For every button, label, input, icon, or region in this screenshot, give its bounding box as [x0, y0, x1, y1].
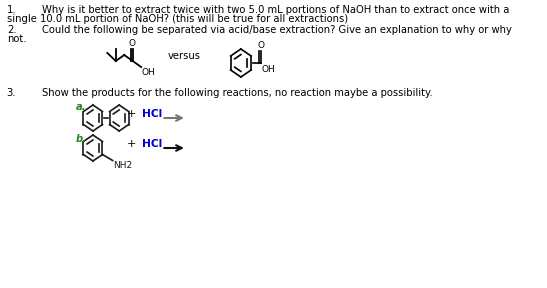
Text: Show the products for the following reactions, no reaction maybe a possibility.: Show the products for the following reac… [42, 88, 433, 98]
Text: Could the following be separated via acid/base extraction? Give an explanation t: Could the following be separated via aci… [42, 25, 512, 35]
Text: Why is it better to extract twice with two 5.0 mL portions of NaOH than to extra: Why is it better to extract twice with t… [42, 5, 510, 15]
Text: single 10.0 mL portion of NaOH? (this will be true for all extractions): single 10.0 mL portion of NaOH? (this wi… [7, 14, 348, 24]
Text: OH: OH [142, 68, 156, 77]
Text: OH: OH [262, 65, 276, 74]
Text: HCl: HCl [142, 139, 162, 149]
Text: +: + [127, 139, 137, 149]
Text: +: + [127, 109, 137, 119]
Text: b.: b. [76, 134, 87, 144]
Text: HCl: HCl [142, 109, 162, 119]
Text: O: O [129, 39, 135, 48]
Text: 1.: 1. [7, 5, 16, 15]
Text: 3.: 3. [7, 88, 16, 98]
Text: 2.: 2. [7, 25, 16, 35]
Text: not.: not. [7, 34, 26, 44]
Text: O: O [257, 41, 264, 50]
Text: a.: a. [76, 102, 86, 112]
Text: versus: versus [168, 51, 201, 61]
Text: NH2: NH2 [113, 162, 132, 170]
